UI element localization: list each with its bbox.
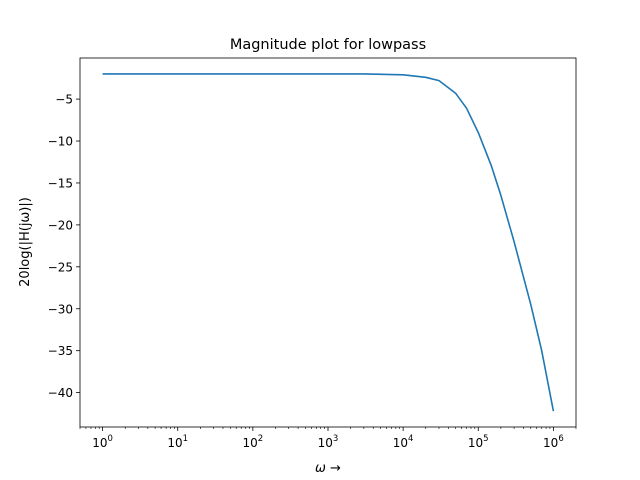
y-axis-label: 20log(|H(jω)|) xyxy=(18,197,33,287)
x-tick-label: 106 xyxy=(543,434,564,450)
y-tick-label: −5 xyxy=(55,93,73,107)
y-tick-label: −30 xyxy=(48,302,73,316)
y-tick-label: −20 xyxy=(48,218,73,232)
y-axis-ticks: −5 −10 −15 −20 −25 −30 −35 −40 xyxy=(48,93,80,400)
x-tick-label: 100 xyxy=(92,434,113,450)
y-tick-label: −10 xyxy=(48,135,73,149)
y-tick-label: −15 xyxy=(48,176,73,190)
y-tick-label: −35 xyxy=(48,344,73,358)
x-axis-label: ω → xyxy=(315,461,341,476)
series-line xyxy=(102,73,555,412)
y-tick-label: −40 xyxy=(48,386,73,400)
x-tick-label: 101 xyxy=(167,434,188,450)
y-tick-label: −25 xyxy=(48,260,73,274)
x-tick-label: 105 xyxy=(468,434,489,450)
chart-title: Magnitude plot for lowpass xyxy=(230,37,426,53)
x-tick-label: 102 xyxy=(243,434,264,450)
series-layer xyxy=(102,73,555,412)
x-tick-label: 103 xyxy=(318,434,339,450)
x-axis-ticks: 100 101 102 103 104 105 106 xyxy=(79,427,577,450)
x-tick-label: 104 xyxy=(393,434,414,450)
